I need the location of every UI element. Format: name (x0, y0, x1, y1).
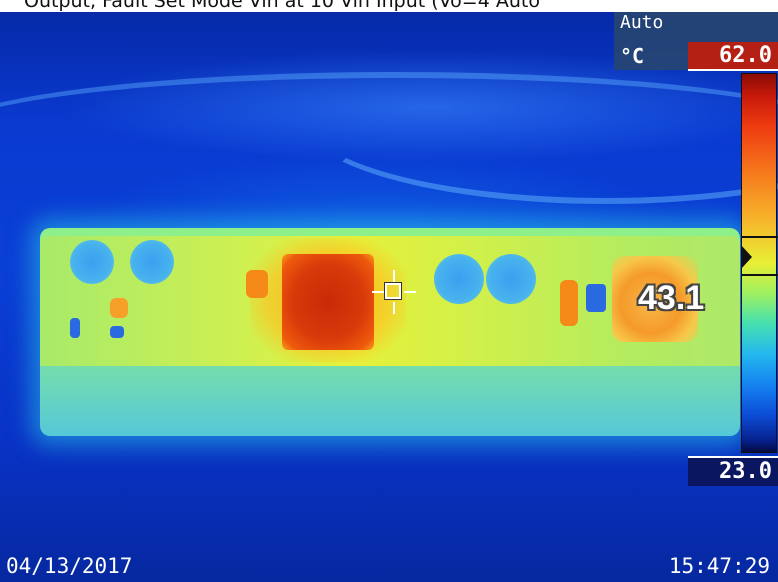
capacitor-thermal (130, 240, 174, 284)
scale-marker-line (741, 236, 778, 238)
spot-temperature: 43.1 (638, 279, 705, 317)
capacitor-thermal (486, 254, 536, 304)
hot-component (282, 254, 374, 350)
capacitor-thermal (434, 254, 484, 304)
capture-date: 04/13/2017 (6, 554, 133, 578)
capacitor-thermal (70, 240, 114, 284)
scale-pointer-icon (741, 245, 752, 269)
component-cool-spot (70, 318, 80, 338)
max-temp-value: 62.0 (719, 43, 772, 68)
max-temp-box: 62.0 (688, 42, 778, 70)
image-caption: Output, Fault Set Mode Vin at 10 Vin Inp… (0, 0, 778, 12)
capture-time: 15:47:29 (668, 554, 770, 578)
temperature-unit: °C (620, 44, 645, 68)
max-temp-underline (688, 69, 778, 71)
component-cool-spot (586, 284, 606, 312)
min-temp-box: 23.0 (688, 456, 778, 486)
min-temp-value: 23.0 (719, 459, 772, 484)
cable-thermal-shape (300, 32, 778, 204)
scale-marker-line (741, 274, 778, 276)
component-warm-spot (110, 298, 128, 318)
spot-crosshair-icon (372, 270, 416, 314)
component-warm-spot (560, 280, 578, 326)
component-cool-spot (110, 326, 124, 338)
component-warm-spot (246, 270, 268, 298)
component-warm-area (612, 256, 698, 342)
range-mode-label: Auto (620, 12, 664, 33)
